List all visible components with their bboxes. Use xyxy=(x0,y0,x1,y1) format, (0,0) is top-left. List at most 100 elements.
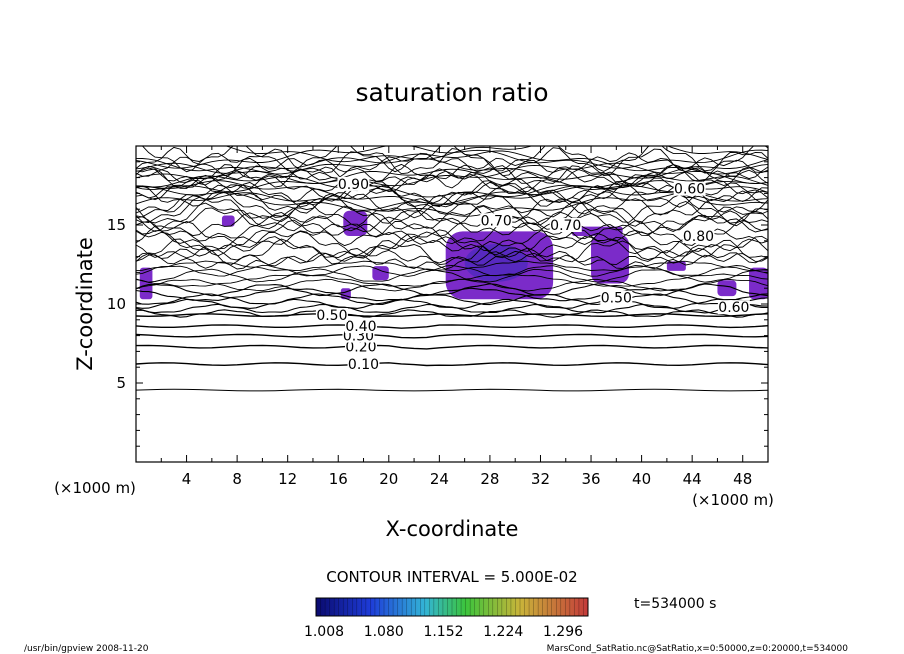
chart-title: saturation ratio xyxy=(355,78,548,107)
contour-line-top xyxy=(136,150,768,175)
colorbar-stripes xyxy=(315,598,584,616)
contour-line-top xyxy=(136,157,768,180)
contour-line-top xyxy=(224,146,768,163)
contour-line-top xyxy=(136,192,768,217)
contour-line-upper xyxy=(136,214,768,243)
x-tick-label: 32 xyxy=(531,470,550,488)
y-tick-label: 15 xyxy=(107,216,126,234)
supersaturated-region xyxy=(749,267,768,300)
dense-contours xyxy=(136,146,768,318)
colorbar xyxy=(315,597,589,617)
supersaturated-region xyxy=(372,266,389,281)
x-tick-label: 28 xyxy=(480,470,499,488)
x-tick-label: 8 xyxy=(232,470,242,488)
footer-left: /usr/bin/gpview 2008-11-20 xyxy=(24,644,149,654)
x-unit-right: (×1000 m) xyxy=(692,491,774,509)
contour-line xyxy=(136,313,768,318)
contour-label: 0.10 xyxy=(348,357,379,373)
contour-line-upper xyxy=(136,309,768,318)
contour-line-upper xyxy=(136,235,768,259)
contour-label: 0.60 xyxy=(674,182,705,198)
x-tick-label: 20 xyxy=(379,470,398,488)
contour-line-upper xyxy=(136,293,768,306)
contour-line-upper xyxy=(136,184,768,215)
contour-line-upper xyxy=(136,264,768,277)
contour-label: 0.40 xyxy=(345,319,376,335)
colorbar-ticks: 1.008 1.080 1.152 1.224 1.296 xyxy=(304,624,583,640)
contour-line-upper xyxy=(136,287,768,302)
supersaturated-region xyxy=(572,226,623,237)
contour-line-top xyxy=(136,186,768,211)
contour-label: 0.70 xyxy=(550,218,581,234)
colorbar-tick-label: 1.224 xyxy=(483,624,523,640)
plot-area: 0.100.200.300.400.50 0.600.700.800.90 0.60… xyxy=(136,146,768,392)
contour-line-top xyxy=(136,180,768,205)
contour-label: 0.50 xyxy=(316,308,347,324)
x-tick-label: 24 xyxy=(430,470,449,488)
time-label: t=534000 s xyxy=(634,596,716,612)
contour-line-upper xyxy=(136,298,768,309)
contour-label: 0.60 xyxy=(718,300,749,316)
contour-line-upper xyxy=(136,152,768,180)
contour-interval: CONTOUR INTERVAL = 5.000E-02 xyxy=(326,568,577,586)
contour-line-upper xyxy=(136,177,768,204)
contour-line xyxy=(136,362,768,367)
contour-line-upper xyxy=(136,283,768,297)
contour-line xyxy=(136,333,768,339)
supersaturated-region xyxy=(221,215,235,227)
colorbar-tick-label: 1.008 xyxy=(304,624,344,640)
contour-label-bg xyxy=(344,319,377,334)
x-tick-label: 40 xyxy=(632,470,651,488)
supersaturated-region xyxy=(717,280,737,297)
contour-label-bg xyxy=(549,218,582,232)
contour-label-bg xyxy=(682,229,715,244)
contour-line-upper xyxy=(136,238,768,266)
contour-line-upper xyxy=(136,210,768,237)
contour-label-bg xyxy=(347,357,380,372)
colorbar-tick-label: 1.152 xyxy=(423,624,463,640)
contour-label-bg xyxy=(717,300,750,315)
x-tick-label: 12 xyxy=(278,470,297,488)
contour-line xyxy=(136,324,768,329)
contour-label-bg xyxy=(600,290,633,305)
y-tick-label: 5 xyxy=(116,374,126,392)
contour-label-bg xyxy=(673,181,706,196)
x-axis-label: X-coordinate xyxy=(386,517,519,541)
contour-label: 0.70 xyxy=(481,213,512,229)
contour-line-low xyxy=(136,388,768,392)
contour-label-bg xyxy=(337,176,370,191)
supersaturated-region xyxy=(666,261,686,271)
contour-line-upper xyxy=(136,260,768,272)
y-axis-ticks: 5 10 15 xyxy=(107,161,768,447)
x-tick-label: 48 xyxy=(733,470,752,488)
contour-line-upper xyxy=(136,163,768,189)
contour-line-top xyxy=(136,146,768,169)
contour-line-upper xyxy=(136,181,768,208)
contour-label-bg xyxy=(480,213,513,228)
contour-line-top xyxy=(136,162,768,187)
x-tick-label: 16 xyxy=(329,470,348,488)
contour-label: 0.80 xyxy=(683,229,714,245)
supersaturated-region xyxy=(343,210,368,237)
contour-line-upper xyxy=(141,146,768,173)
y-axis-label: Z-coordinate xyxy=(73,237,97,371)
colorbar-tick-label: 1.080 xyxy=(364,624,404,640)
x-axis-ticks: 4 8 12 16 20 24 28 32 36 40 44 48 xyxy=(160,146,752,488)
contour-label: 0.50 xyxy=(601,291,632,307)
contour-line xyxy=(136,344,768,350)
contour-line-upper xyxy=(136,228,768,257)
contour-label-bg xyxy=(344,339,377,354)
supersaturated-region xyxy=(591,234,629,284)
contour-line-upper xyxy=(136,252,768,270)
contour-line-top xyxy=(136,175,768,198)
supersaturated-core xyxy=(464,243,528,282)
contour-label: 0.90 xyxy=(338,177,369,193)
contour-label: 0.20 xyxy=(345,340,376,356)
x-tick-label: 44 xyxy=(683,470,702,488)
contour-label-bg xyxy=(315,308,348,323)
contour-line-upper xyxy=(136,146,768,177)
contour-lines: 0.100.200.300.400.50 0.600.700.800.90 0.60… xyxy=(136,176,768,392)
y-tick-label: 10 xyxy=(107,295,126,313)
footer-right: MarsCond_SatRatio.nc@SatRatio,x=0:50000,… xyxy=(547,644,849,654)
